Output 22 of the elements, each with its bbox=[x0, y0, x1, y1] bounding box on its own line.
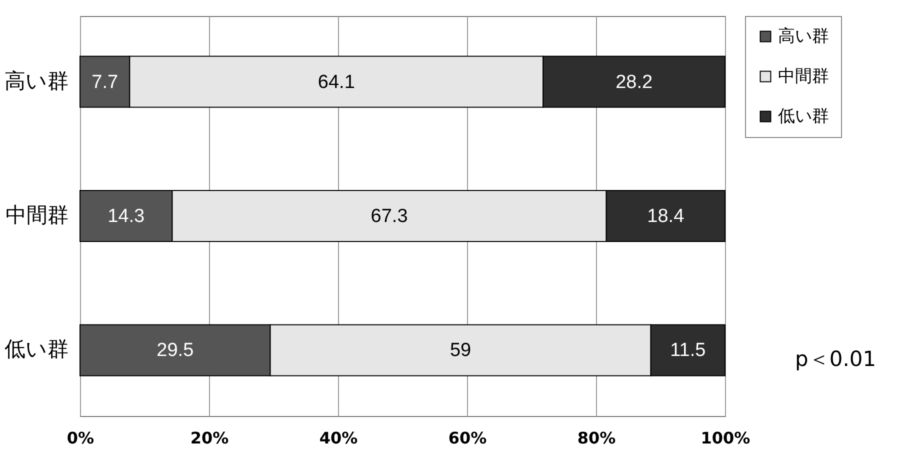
data-label: 7.7 bbox=[92, 72, 118, 93]
y-tick-label: 高い群 bbox=[4, 68, 68, 93]
x-tick-label: 80% bbox=[577, 428, 616, 448]
x-tick-label: 100% bbox=[700, 428, 750, 448]
x-tick-label: 40% bbox=[319, 428, 358, 448]
data-label: 28.2 bbox=[616, 72, 653, 93]
data-label: 67.3 bbox=[370, 206, 408, 227]
data-label: 11.5 bbox=[670, 340, 706, 362]
data-label: 64.1 bbox=[318, 72, 355, 93]
x-tick-label: 60% bbox=[448, 428, 487, 448]
text: p＜0.01 bbox=[795, 346, 876, 373]
y-tick-label: 低い群 bbox=[4, 337, 68, 362]
data-label: 29.5 bbox=[156, 340, 194, 362]
legend-label: 低い群 bbox=[778, 106, 829, 126]
x-tick-label: 20% bbox=[190, 428, 229, 448]
x-tick-label: 0% bbox=[66, 428, 94, 448]
data-label: 18.4 bbox=[647, 206, 685, 227]
legend-label: 中間群 bbox=[778, 66, 829, 86]
data-label: 59 bbox=[450, 340, 472, 362]
legend-label: 高い群 bbox=[778, 26, 829, 46]
data-label: 14.3 bbox=[108, 206, 145, 227]
y-tick-label: 中間群 bbox=[6, 203, 68, 227]
